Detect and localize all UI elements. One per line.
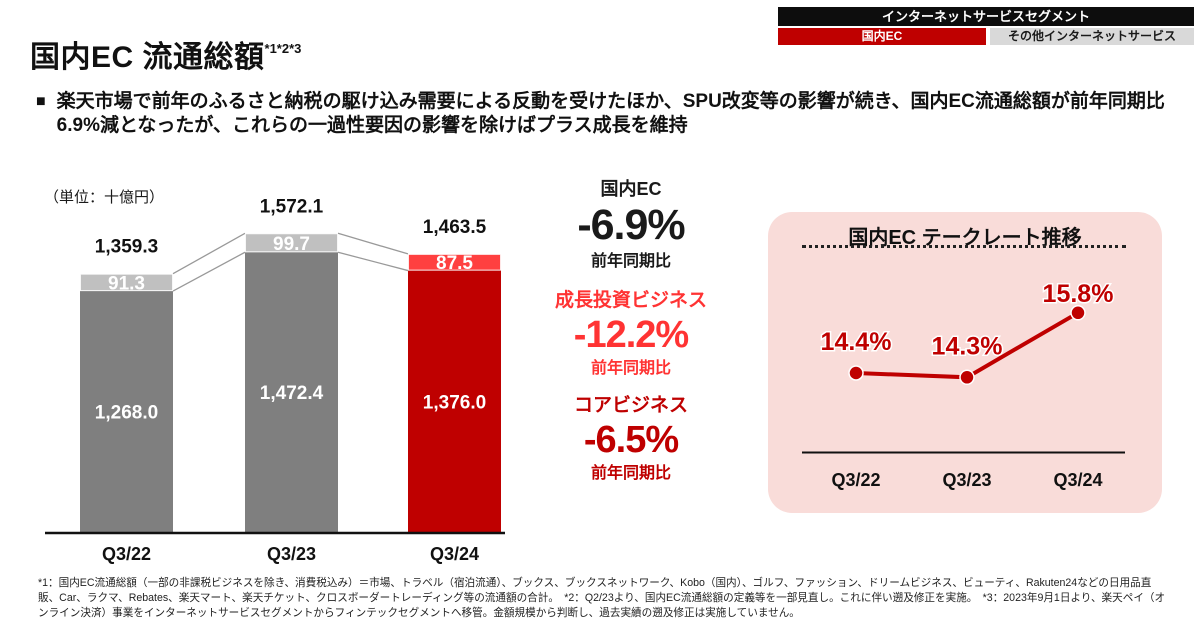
- title-footnote-refs: *1*2*3: [264, 41, 302, 56]
- take-rate-point: [1070, 305, 1086, 321]
- x-axis-tick-label: Q3/22: [831, 470, 880, 490]
- bar-core-value-label: 1,376.0: [423, 392, 486, 413]
- bar-total-label: 1,463.5: [423, 217, 487, 238]
- kpi-value: -12.2%: [573, 314, 689, 356]
- footnotes: *1：国内EC流通総額（一部の非課税ビジネスを除き、消費税込み）＝市場、トラベル…: [38, 577, 1166, 620]
- bar-total-label: 1,359.3: [95, 237, 158, 258]
- bar-segment-core: [245, 252, 338, 532]
- kpi-core-business: コアビジネス -6.5% 前年同期比: [545, 396, 717, 483]
- bar-growth-value-label: 99.7: [273, 234, 310, 255]
- dotted-divider: [802, 245, 1126, 248]
- take-rate-point: [959, 369, 975, 386]
- page-title: 国内EC 流通総額*1*2*3: [30, 32, 301, 76]
- take-rate-value-label: 14.3%: [932, 332, 1003, 360]
- kpi-sub-label: 前年同期比: [590, 465, 671, 482]
- page-title-text: 国内EC 流通総額: [30, 41, 265, 74]
- x-axis-tick-label: Q3/23: [942, 470, 991, 490]
- take-rate-point: [848, 365, 864, 381]
- gmv-stacked-bar-chart: 1,359.3 91.3 1,268.0 Q3/22 1,572.1 99.7 1,472.…: [45, 196, 505, 564]
- bar-segment-growth: [80, 273, 173, 292]
- bar-total-label: 1,572.1: [260, 196, 324, 217]
- kpi-label: 国内EC: [600, 179, 662, 199]
- kpi-domestic-ec: 国内EC -6.9% 前年同期比: [545, 179, 717, 271]
- bar-segment-core: [80, 291, 173, 532]
- bar-core-value-label: 1,472.4: [260, 383, 324, 404]
- x-axis-tick-label: Q3/24: [1053, 470, 1102, 490]
- segment-header-tab: インターネットサービスセグメント: [778, 7, 1194, 26]
- bar-segment-growth: [408, 253, 501, 271]
- tab-other-internet-services[interactable]: その他インターネットサービス: [990, 28, 1194, 45]
- kpi-value: -6.5%: [583, 419, 679, 461]
- kpi-growth-investment-business: 成長投資ビジネス -12.2% 前年同期比: [545, 291, 717, 378]
- bar-connector-line: [172, 232, 246, 275]
- tab-domestic-ec[interactable]: 国内EC: [778, 28, 986, 45]
- kpi-label: 成長投資ビジネス: [554, 290, 707, 311]
- kpi-sub-label: 前年同期比: [590, 360, 671, 377]
- kpi-sub-label: 前年同期比: [590, 253, 671, 270]
- take-rate-panel: 国内EC テークレート推移 14.4% Q3/22 14.3% Q3/23 15.8% Q…: [768, 212, 1162, 513]
- summary-text: 楽天市場で前年のふるさと納税の駆け込み需要による反動を受けたほか、SPU改変等の…: [56, 91, 1165, 136]
- bar-segment-core: [408, 270, 501, 532]
- kpi-value: -6.9%: [577, 201, 685, 249]
- unit-label: （単位：十億円）: [44, 189, 165, 206]
- x-axis-tick-label: Q3/23: [267, 544, 316, 564]
- bullet-square-icon: ■: [36, 93, 46, 110]
- bar-connector-line: [337, 232, 409, 255]
- take-rate-value-label: 14.4%: [821, 328, 892, 356]
- summary-bullet: ■ 楽天市場で前年のふるさと納税の駆け込み需要による反動を受けたほか、SPU改変…: [36, 90, 1166, 138]
- kpi-label: コアビジネス: [573, 395, 688, 416]
- bar-core-value-label: 1,268.0: [95, 403, 158, 424]
- bar-connector-line: [172, 251, 246, 292]
- take-rate-line-chart: 14.4% Q3/22 14.3% Q3/23 15.8% Q3/24: [802, 278, 1125, 490]
- x-axis-tick-label: Q3/24: [430, 544, 479, 564]
- take-rate-title: 国内EC テークレート推移: [848, 227, 1082, 249]
- take-rate-value-label: 15.8%: [1043, 280, 1114, 308]
- bar-connector-line: [337, 251, 409, 272]
- x-axis-tick-label: Q3/22: [102, 544, 151, 564]
- kpi-column: 国内EC -6.9% 前年同期比 成長投資ビジネス -12.2% 前年同期比 コ…: [545, 0, 717, 500]
- bar-growth-value-label: 87.5: [436, 253, 473, 274]
- bar-growth-value-label: 91.3: [108, 273, 145, 294]
- bar-segment-growth: [245, 233, 338, 253]
